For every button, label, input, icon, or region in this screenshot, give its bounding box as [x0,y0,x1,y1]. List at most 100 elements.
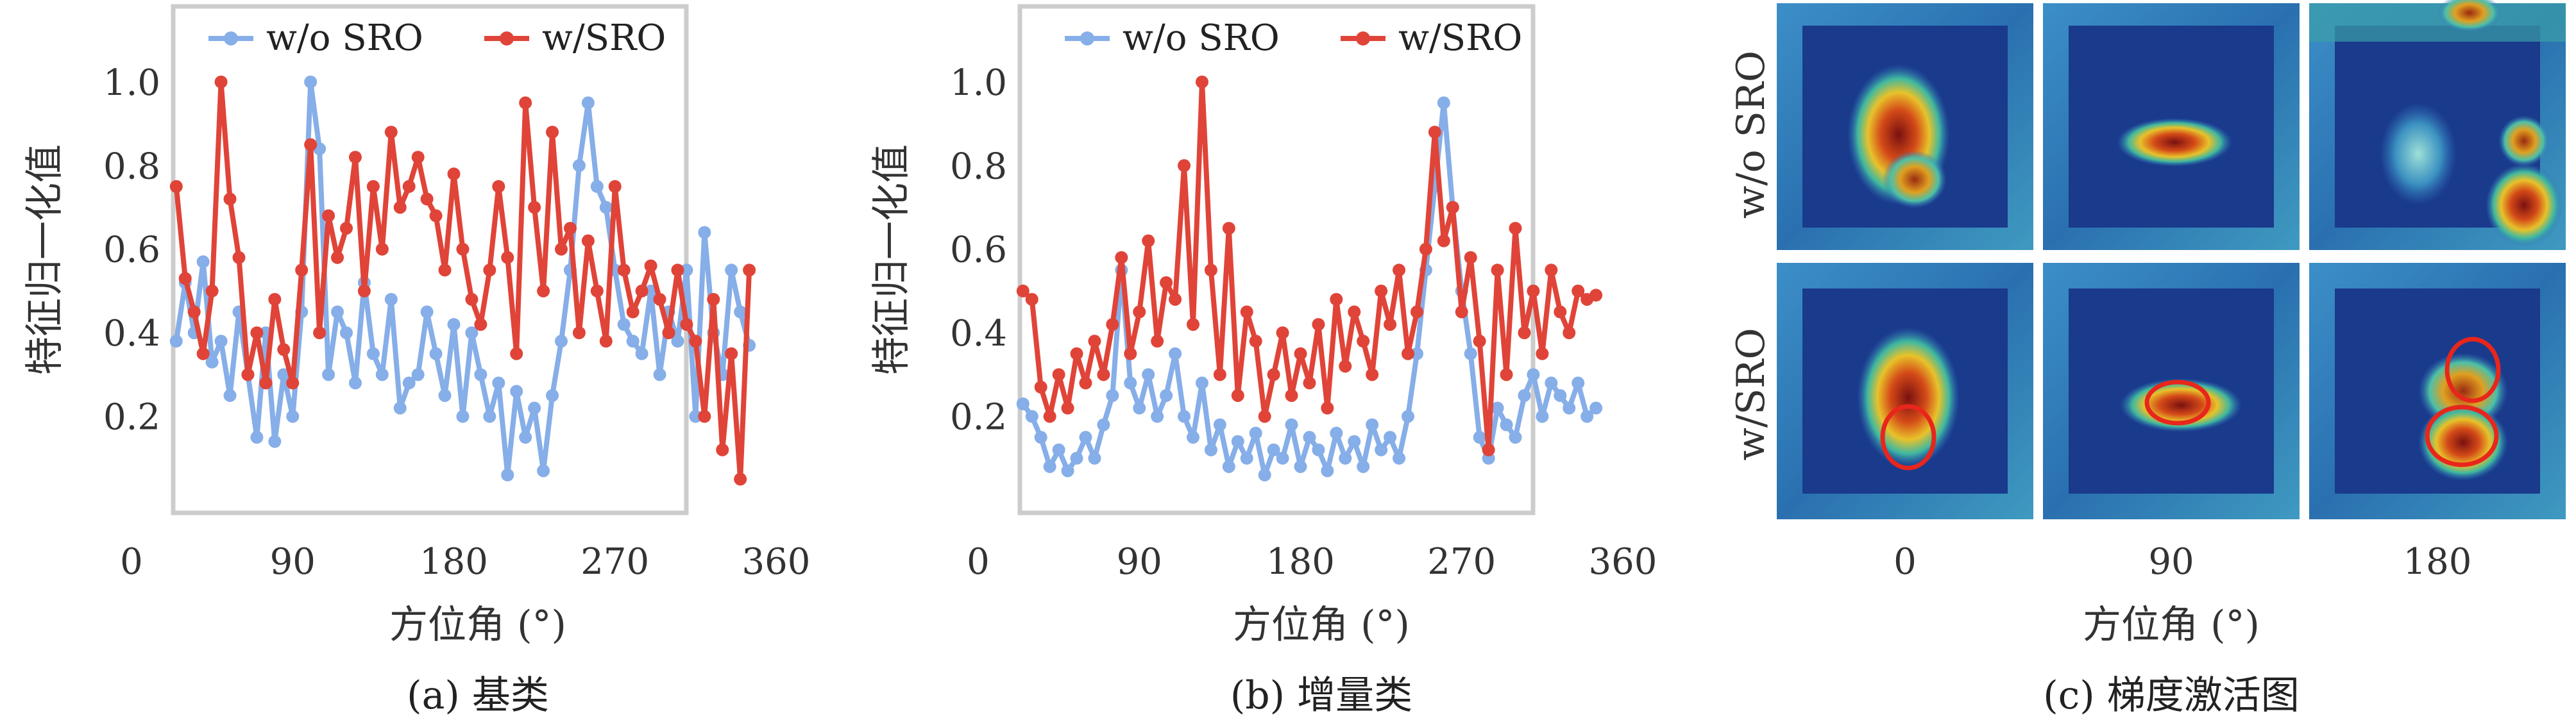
data-point [1088,335,1101,348]
data-point [384,126,398,139]
data-point [590,180,604,193]
data-point [1536,347,1549,360]
data-point [250,431,264,444]
plot-frame-a [171,4,689,515]
data-point [268,292,282,306]
data-point [1330,292,1343,306]
data-point [555,335,568,348]
data-point [169,335,183,348]
data-point [555,242,568,256]
data-point [537,284,550,297]
data-point [429,209,443,222]
data-point [1151,335,1164,348]
xlabel-c: 方位角 (°) [2083,603,2260,648]
data-point [1393,451,1406,465]
data-point [1061,401,1074,415]
x-ticks-b: 0 90 180 270 360 [967,541,1657,583]
data-point [1393,263,1406,277]
data-point [286,410,300,423]
data-point [1384,318,1397,331]
data-point [537,464,550,478]
data-point [393,201,407,214]
data-point [1052,368,1065,381]
data-point [483,263,496,277]
data-point [1249,426,1262,440]
data-point [241,368,255,381]
data-point [1366,418,1379,431]
data-point [1589,288,1603,302]
data-point [1240,305,1253,319]
data-point [223,389,237,402]
plot-frame-b [1017,4,1536,515]
activation-map-w-180 [2309,263,2566,519]
data-point [1563,326,1576,340]
data-point [1437,234,1450,247]
data-point [411,368,425,381]
data-point [743,263,756,277]
x-ticks-a: 0 90 180 270 360 [120,541,810,583]
data-point [250,326,264,340]
legend-label: w/SRO [542,17,666,59]
data-point [1375,284,1388,297]
data-point [214,335,228,348]
data-point [366,347,380,360]
y-ticks-a: 0.2 0.4 0.6 0.8 1.0 [103,62,160,439]
data-point [1267,368,1280,381]
x-tick-label: 180 [1266,541,1335,583]
data-point [635,284,648,297]
data-point [375,368,389,381]
data-point [1115,251,1128,264]
data-point [671,335,684,348]
caption-a: (a) 基类 [407,673,549,718]
data-point [366,180,380,193]
data-point [1446,201,1459,214]
data-point [259,376,273,390]
legend-swatch-marker [224,31,238,46]
data-point [268,435,282,448]
activation-map-w-0 [1777,263,2033,519]
data-point [563,222,577,235]
highlight-circle [2425,405,2499,467]
data-point [626,305,640,319]
legend-label: w/o SRO [1123,17,1280,59]
data-point [1222,222,1235,235]
data-point [1160,276,1173,289]
caption-c: (c) 梯度激活图 [2043,673,2300,718]
data-point [653,368,666,381]
data-point [214,75,228,88]
data-point [205,284,219,297]
data-point [1428,126,1441,139]
y-ticks-b: 0.2 0.4 0.6 0.8 1.0 [950,62,1007,439]
data-point [662,326,675,340]
data-point [1419,242,1432,256]
data-point [178,272,192,285]
data-point [734,305,747,319]
data-point [1025,410,1038,423]
data-point [402,376,416,390]
highlight-circle [2144,380,2211,426]
data-point [456,242,470,256]
data-point [1518,389,1531,402]
data-point [1357,460,1370,473]
data-point [519,431,532,444]
y-tick-label: 0.4 [950,313,1007,355]
data-point [510,385,523,398]
data-point [734,472,747,486]
data-point [1070,347,1083,360]
data-point [1249,335,1262,348]
data-point [1097,418,1110,431]
data-point [456,410,470,423]
data-point [331,305,344,319]
y-tick-label: 0.2 [950,397,1007,439]
data-point [653,292,666,306]
data-point [1088,451,1101,465]
data-point [546,389,559,402]
data-point [1491,401,1504,415]
data-point [680,318,693,331]
data-point [519,96,532,110]
data-point [384,292,398,306]
data-point [581,96,595,110]
data-point [1563,401,1576,415]
data-point [671,263,684,277]
